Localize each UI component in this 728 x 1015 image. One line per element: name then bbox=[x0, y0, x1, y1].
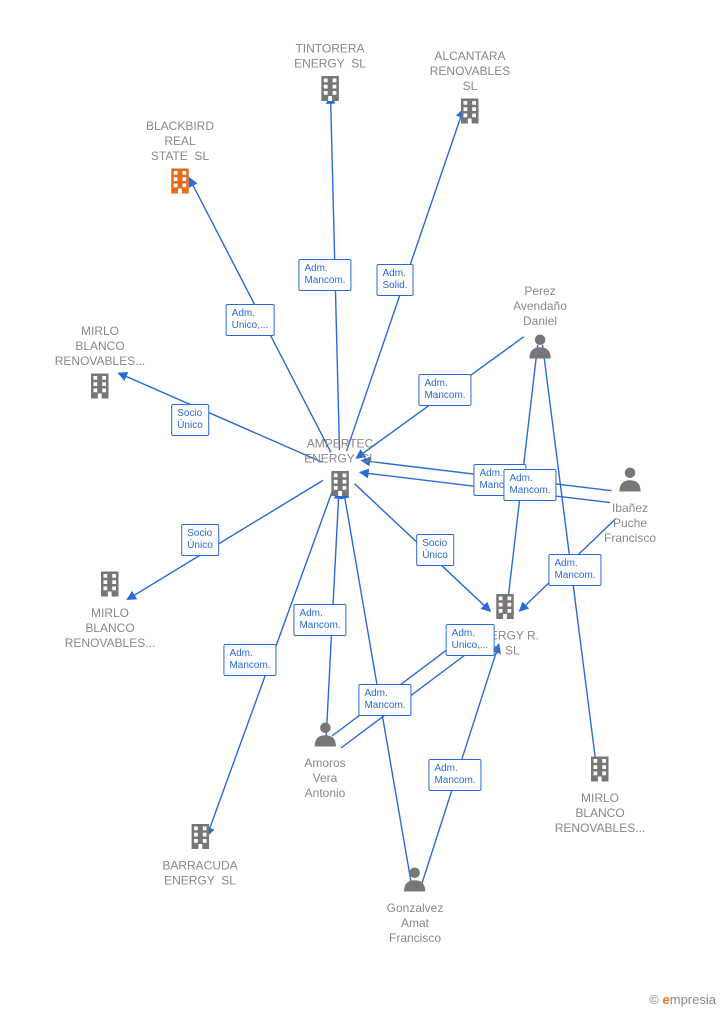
footer: © empresia bbox=[649, 992, 716, 1007]
brand-rest: mpresia bbox=[670, 992, 716, 1007]
edge-label: Adm. Mancom. bbox=[548, 554, 601, 586]
edge-label: Socio Único bbox=[171, 404, 209, 436]
edge-label: Adm. Mancom. bbox=[223, 644, 276, 676]
brand-first-letter: e bbox=[663, 992, 670, 1007]
edge-label: Adm. Mancom. bbox=[503, 469, 556, 501]
edge-label: Socio Único bbox=[416, 534, 454, 566]
edge-label: Adm. Solid. bbox=[376, 264, 413, 296]
edge-label: Adm. Mancom. bbox=[298, 259, 351, 291]
edge-label: Socio Único bbox=[181, 524, 219, 556]
edge-label: Adm. Unico,... bbox=[446, 624, 495, 656]
edge-line bbox=[127, 480, 323, 599]
edge-label: Adm. Mancom. bbox=[293, 604, 346, 636]
edge-label: Adm. Mancom. bbox=[428, 759, 481, 791]
graph-edges bbox=[0, 0, 728, 1015]
copyright-symbol: © bbox=[649, 992, 659, 1007]
edge-label: Adm. Unico,... bbox=[226, 304, 275, 336]
edge-label: Adm. Mancom. bbox=[358, 684, 411, 716]
edge-line bbox=[118, 373, 321, 462]
edge-label: Adm. Mancom. bbox=[418, 374, 471, 406]
